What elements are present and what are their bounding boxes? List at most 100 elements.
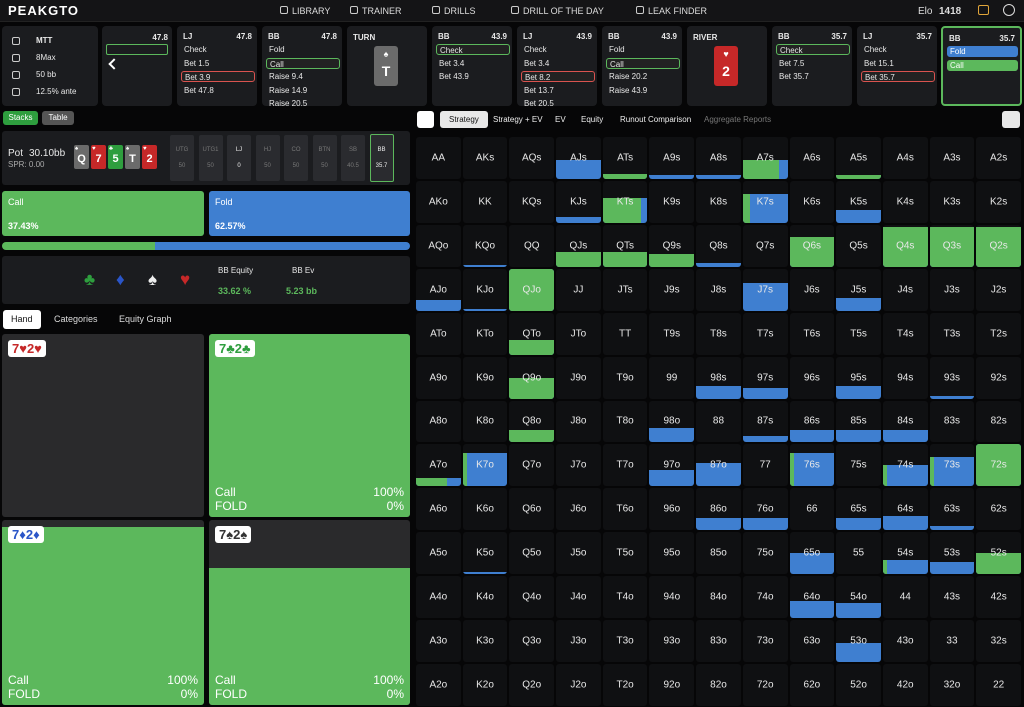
hand-cell[interactable]: Q6s — [789, 224, 835, 267]
action-option[interactable]: Raise 43.9 — [609, 85, 648, 95]
hand-cell[interactable]: AA — [416, 137, 461, 179]
history-card[interactable]: TURN ♠ T — [347, 26, 427, 106]
hand-cell[interactable]: 64s — [882, 488, 928, 531]
logo[interactable]: PEAKGTO — [8, 3, 80, 18]
hand-cell[interactable]: 94o — [649, 576, 695, 619]
nav-link[interactable]: LIBRARY — [292, 6, 331, 16]
action-option[interactable]: Raise 14.9 — [269, 85, 308, 95]
hand-cell[interactable]: 92o — [649, 664, 695, 706]
hand-cell[interactable]: T7s — [742, 312, 788, 355]
hand-cell[interactable]: 65o — [789, 532, 835, 575]
action-option[interactable]: Check — [524, 45, 547, 54]
hand-cell[interactable]: K6o — [462, 488, 508, 531]
hand-cell[interactable]: 53s — [929, 532, 975, 575]
history-card[interactable]: LJ 47.8 Check Bet 1.5 Bet 3.9 Bet 47.8 — [177, 26, 257, 106]
hand-cell[interactable]: J4o — [556, 576, 601, 619]
matrix-tab[interactable]: Strategy + EV — [493, 115, 543, 124]
action-option[interactable]: Bet 3.9 — [181, 71, 255, 82]
view-tab[interactable]: Table — [42, 111, 74, 125]
hand-cell[interactable]: 93o — [649, 620, 695, 663]
matrix-tab[interactable]: EV — [555, 115, 566, 124]
hand-cell[interactable]: 62s — [976, 488, 1021, 531]
hand-cell[interactable]: AJo — [416, 268, 461, 311]
history-card[interactable]: RIVER ♥ 2 — [687, 26, 767, 106]
hand-cell[interactable]: J9s — [649, 268, 695, 311]
hand-cell[interactable]: Q2o — [509, 664, 555, 706]
action-option[interactable]: Raise 9.4 — [269, 72, 303, 81]
hand-cell[interactable]: 82o — [696, 664, 741, 706]
hand-cell[interactable]: 83s — [929, 400, 975, 443]
hand-cell[interactable]: A7s — [742, 137, 788, 179]
hand-cell[interactable]: 76s — [789, 444, 835, 487]
hand-cell[interactable]: K8s — [696, 180, 741, 223]
hand-cell[interactable]: J2s — [976, 268, 1021, 311]
action-option[interactable]: Bet 1.5 — [184, 58, 210, 68]
hand-cell[interactable]: 87s — [742, 400, 788, 443]
hand-cell[interactable]: Q2s — [976, 224, 1021, 267]
hand-cell[interactable]: QTs — [602, 224, 648, 267]
hand-cell[interactable]: T3o — [602, 620, 648, 663]
hand-cell[interactable]: T4s — [882, 312, 928, 355]
hand-cell[interactable]: T8o — [602, 400, 648, 443]
matrix-tab[interactable]: Runout Comparison — [620, 115, 692, 124]
hand-cell[interactable]: 52s — [976, 532, 1021, 575]
hand-cell[interactable]: K4o — [462, 576, 508, 619]
hand-cell[interactable]: 77 — [742, 444, 788, 487]
hand-cell[interactable]: K5o — [462, 532, 508, 575]
hand-cell[interactable]: 84s — [882, 400, 928, 443]
hand-cell[interactable]: J7o — [556, 444, 601, 487]
hand-cell[interactable]: 43s — [929, 576, 975, 619]
hand-cell[interactable]: A5s — [836, 137, 881, 179]
hand-cell[interactable]: Q5o — [509, 532, 555, 575]
hand-cell[interactable]: QQ — [509, 224, 555, 267]
hand-cell[interactable]: JTs — [602, 268, 648, 311]
hand-cell[interactable]: 42s — [976, 576, 1021, 619]
gamepad-icon[interactable] — [1002, 111, 1020, 128]
hand-cell[interactable]: 93s — [929, 356, 975, 399]
hand-cell[interactable]: 32o — [929, 664, 975, 706]
action-option[interactable]: Bet 47.8 — [184, 85, 214, 95]
hand-cell[interactable]: AKs — [462, 137, 508, 179]
matrix-tab[interactable]: Strategy — [440, 111, 488, 128]
action-option[interactable]: Check — [184, 45, 207, 54]
action-option[interactable]: Bet 43.9 — [439, 72, 469, 81]
hand-cell[interactable]: 63o — [789, 620, 835, 663]
hand-cell[interactable]: J6o — [556, 488, 601, 531]
hand-cell[interactable]: T5o — [602, 532, 648, 575]
hand-cell[interactable]: 86s — [789, 400, 835, 443]
hand-cell[interactable]: A2s — [976, 137, 1021, 179]
hand-cell[interactable]: KK — [462, 180, 508, 223]
hand-cell[interactable]: J5o — [556, 532, 601, 575]
hand-cell[interactable]: 75o — [742, 532, 788, 575]
hand-cell[interactable]: 32s — [976, 620, 1021, 663]
hand-cell[interactable]: 83o — [696, 620, 741, 663]
history-card[interactable]: LJ 35.7 Check Bet 15.1 Bet 35.7 — [857, 26, 937, 106]
hand-tab[interactable]: Hand — [3, 310, 41, 329]
hand-cell[interactable]: A6o — [416, 488, 461, 531]
hand-cell[interactable]: 73s — [929, 444, 975, 487]
hand-cell[interactable]: KTs — [602, 180, 648, 223]
hand-cell[interactable]: KTo — [462, 312, 508, 355]
action-option[interactable]: Bet 15.1 — [864, 58, 894, 68]
hand-tab[interactable]: Equity Graph — [119, 314, 172, 324]
hand-cell[interactable]: 86o — [696, 488, 741, 531]
hand-cell[interactable]: K5s — [836, 180, 881, 223]
hand-cell[interactable]: T3s — [929, 312, 975, 355]
hand-cell[interactable]: K2s — [976, 180, 1021, 223]
hand-cell[interactable]: T5s — [836, 312, 881, 355]
hand-cell[interactable]: 66 — [789, 488, 835, 531]
hand-cell[interactable]: Q7s — [742, 224, 788, 267]
strategy-action[interactable]: Fold 62.57% — [209, 191, 410, 236]
hand-cell[interactable]: K9o — [462, 356, 508, 399]
action-option[interactable]: Bet 35.7 — [779, 72, 809, 81]
profile-icon[interactable] — [1003, 4, 1015, 16]
hand-cell[interactable]: K8o — [462, 400, 508, 443]
hand-cell[interactable]: JTo — [556, 312, 601, 355]
hand-cell[interactable]: J3s — [929, 268, 975, 311]
hand-cell[interactable]: Q6o — [509, 488, 555, 531]
hand-cell[interactable]: K3o — [462, 620, 508, 663]
hand-cell[interactable]: 22 — [976, 664, 1021, 706]
hand-cell[interactable]: 72o — [742, 664, 788, 706]
hand-cell[interactable]: T2s — [976, 312, 1021, 355]
action-option[interactable]: Fold — [609, 45, 625, 54]
